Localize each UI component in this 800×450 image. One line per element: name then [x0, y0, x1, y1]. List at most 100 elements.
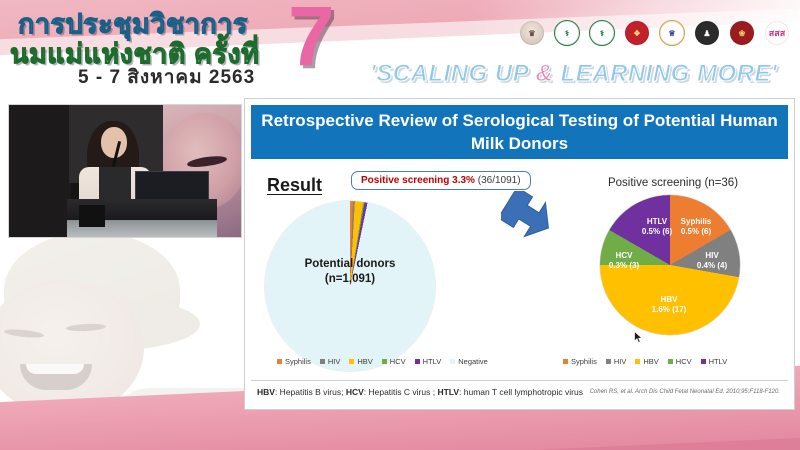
legend-label-syphilis: Syphilis [571, 357, 597, 366]
slide-footnote: HBV: Hepatitis B virus; HCV: Hepatitis C… [251, 380, 788, 403]
logo-item: ♟ [692, 21, 722, 45]
logo-item: ♛ [517, 21, 547, 45]
legend-label-hbv: HBV [357, 357, 373, 366]
logo-item: สสส [762, 21, 792, 45]
sponsor-logo-strip: ♛ ⚕ ⚕ ❖ ♕ ♟ ❀ สสส [517, 20, 792, 46]
potential-donors-legend: Syphilis HIV HBV HCV HTLV Negative [277, 357, 488, 366]
legend-label-htlv: HTLV [708, 357, 728, 366]
legend-label-hcv: HCV [675, 357, 692, 366]
footnote-hbv-value: : Hepatitis B virus; [274, 387, 346, 397]
footnote-htlv-key: HTLV [437, 387, 460, 397]
legend-swatch-hiv [319, 359, 325, 364]
podium-panel [79, 205, 105, 227]
result-label: Result [267, 175, 323, 195]
slice-label-hcv-name: HCV [615, 251, 633, 260]
legend-label-hiv: HIV [327, 357, 341, 366]
red-institute-logo: ❖ [625, 21, 649, 45]
slice-label-hiv: HIV 0.4% (4) [689, 251, 735, 271]
department-health-logo: ⚕ [589, 20, 615, 46]
slice-label-hbv-value: 1.6% (17) [651, 305, 687, 314]
slogan-ampersand: & [535, 60, 554, 88]
pie-center-subtitle: (n=1,091) [324, 273, 376, 285]
conference-edition-number: 7 [288, 0, 335, 83]
slice-label-syphilis-value: 0.5% (6) [680, 227, 712, 236]
legend-item-hiv: HIV [319, 357, 341, 366]
ministry-public-health-logo: ⚕ [554, 20, 580, 46]
legend-swatch-hiv [605, 359, 611, 364]
potential-donors-pie [265, 201, 435, 371]
positive-screening-callout: Positive screening 3.3% (36/1091) [351, 171, 531, 190]
thai-royal-seal-logo: ♛ [520, 21, 544, 45]
legend-item-syphilis: Syphilis [277, 357, 311, 366]
slice-label-hbv: HBV 1.6% (17) [639, 295, 699, 315]
legend-item-hiv: HIV [605, 357, 626, 366]
legend-item-hbv: HBV [635, 357, 659, 366]
legend-item-htlv: HTLV [414, 357, 441, 366]
conference-slogan: 'SCALING UP & LEARNING MORE' [370, 60, 778, 88]
legend-label-hcv: HCV [389, 357, 406, 366]
conference-banner: การประชุมวิชาการ นมแม่แห่งชาติ ครั้งที่ … [0, 0, 800, 95]
video-background-left [9, 105, 71, 237]
footnote-hcv-key: HCV [345, 387, 364, 397]
slice-label-hbv-name: HBV [660, 295, 678, 304]
potential-donors-pie-label: Potential donors (n=1,091) [265, 257, 435, 287]
legend-swatch-hcv [381, 359, 387, 364]
black-emblem-logo: ♟ [695, 21, 719, 45]
slice-label-hcv: HCV 0.3% (3) [601, 251, 647, 271]
slice-label-syphilis: Syphilis 0.5% (6) [665, 217, 727, 237]
legend-item-hbv: HBV [349, 357, 373, 366]
thaihealth-sss-logo: สสส [765, 21, 789, 45]
legend-swatch-syphilis [563, 359, 568, 364]
positive-screening-pie [600, 195, 740, 335]
legend-label-hbv: HBV [643, 357, 659, 366]
slice-label-htlv: HTLV 0.5% (6) [631, 217, 683, 237]
footnote-abbreviations: HBV: Hepatitis B virus; HCV: Hepatitis C… [257, 387, 583, 397]
pie-center-title: Potential donors [304, 258, 396, 270]
mouse-cursor-icon [634, 331, 643, 344]
presenter-video-feed[interactable] [8, 104, 242, 238]
flow-arrow-icon [501, 191, 549, 238]
slogan-prefix: 'SCALING UP [370, 60, 536, 88]
slice-label-htlv-value: 0.5% (6) [641, 227, 673, 236]
legend-swatch-syphilis [277, 359, 282, 364]
legend-label-syphilis: Syphilis [285, 357, 311, 366]
slice-label-hiv-value: 0.4% (4) [696, 261, 728, 270]
slogan-suffix: LEARNING MORE' [553, 60, 778, 88]
slide-citation: Cohen RS, et al. Arch Dis Child Fetal Ne… [589, 389, 780, 395]
baby-hat-brim [0, 296, 200, 352]
legend-item-htlv: HTLV [700, 357, 728, 366]
crimson-university-logo: ❀ [730, 21, 754, 45]
footnote-hcv-value: : Hepatitis C virus ; [363, 387, 438, 397]
legend-swatch-htlv [414, 359, 420, 364]
legend-swatch-hbv [349, 359, 355, 364]
legend-label-negative: Negative [458, 357, 488, 366]
slice-label-htlv-name: HTLV [646, 217, 668, 226]
logo-item: ♕ [657, 20, 687, 46]
footnote-htlv-value: : human T cell lymphotropic virus [459, 387, 583, 397]
positive-screening-pie-title: Positive screening (n=36) [607, 177, 739, 189]
legend-item-hcv: HCV [667, 357, 692, 366]
legend-item-hcv: HCV [381, 357, 406, 366]
legend-swatch-htlv [700, 359, 706, 364]
conference-title-thai-line1: การประชุมวิชาการ [18, 9, 248, 40]
conference-title-thai-line2: นมแม่แห่งชาติ ครั้งที่ [9, 39, 260, 70]
logo-item: ⚕ [587, 20, 617, 46]
positive-screening-legend: Syphilis HIV HBV HCV HTLV [563, 357, 727, 366]
callout-highlight: Positive screening 3.3% [361, 175, 475, 186]
conference-date-thai: 5 - 7 สิงหาคม 2563 [78, 67, 256, 88]
baby-hat [4, 238, 180, 348]
presentation-slide: Retrospective Review of Serological Test… [244, 98, 795, 410]
legend-swatch-hbv [635, 359, 641, 364]
slide-title: Retrospective Review of Serological Test… [251, 105, 788, 159]
legend-item-negative: Negative [450, 357, 488, 366]
logo-item: ❖ [622, 21, 652, 45]
footnote-hbv-key: HBV [257, 387, 275, 397]
legend-item-syphilis: Syphilis [563, 357, 597, 366]
baby-teeth [26, 364, 84, 374]
baby-watermark-image [0, 238, 250, 428]
slice-label-hcv-value: 0.3% (3) [608, 261, 640, 270]
legend-swatch-hcv [667, 359, 673, 364]
callout-detail: (36/1091) [477, 175, 521, 186]
baby-face [0, 280, 144, 416]
